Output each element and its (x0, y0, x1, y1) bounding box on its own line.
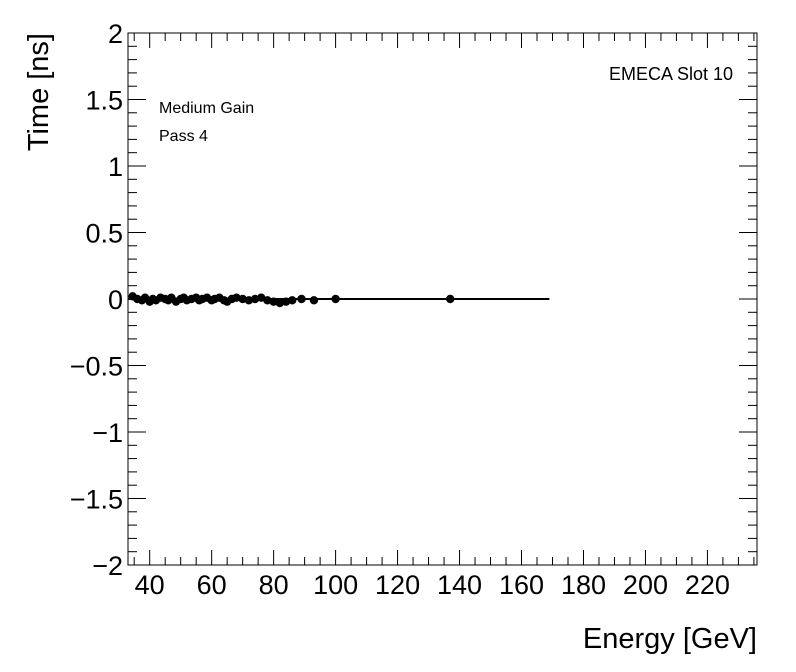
y-tick-label: 1 (108, 152, 123, 182)
y-tick-label: −1.5 (70, 485, 123, 515)
x-tick-label: 180 (561, 570, 606, 600)
x-tick-label: 40 (135, 570, 165, 600)
x-axis-title: Energy [GeV] (583, 623, 757, 655)
x-tick-label: 100 (313, 570, 358, 600)
x-tick-label: 120 (375, 570, 420, 600)
x-tick-label: 80 (259, 570, 289, 600)
pass-annotation: Pass 4 (159, 128, 208, 145)
data-point (309, 296, 319, 305)
ticks (128, 32, 757, 566)
data-point (331, 294, 340, 304)
data-point (446, 294, 455, 304)
x-tick-label: 200 (623, 570, 668, 600)
y-tick-label: −2 (92, 551, 123, 581)
data-points (128, 292, 455, 308)
data-point (297, 294, 306, 304)
y-tick-label: −0.5 (70, 352, 123, 382)
x-tick-label: 60 (197, 570, 227, 600)
y-tick-label: −1 (92, 418, 123, 448)
x-tick-label: 220 (685, 570, 730, 600)
slot-annotation: EMECA Slot 10 (609, 64, 733, 84)
y-tick-label: 0 (108, 285, 123, 315)
x-tick-label: 160 (499, 570, 544, 600)
y-tick-label: 2 (108, 19, 123, 49)
x-tick-label: 140 (437, 570, 482, 600)
data-point (288, 296, 297, 305)
gain-annotation: Medium Gain (159, 100, 254, 117)
y-tick-label: 0.5 (85, 219, 123, 249)
tick-labels: 40 60 80 100 120 140 160 180 200 220−2−1.5−1−0.50… (70, 19, 730, 600)
y-tick-label: 1.5 (85, 86, 123, 116)
y-axis-title: Time [ns] (23, 33, 55, 151)
